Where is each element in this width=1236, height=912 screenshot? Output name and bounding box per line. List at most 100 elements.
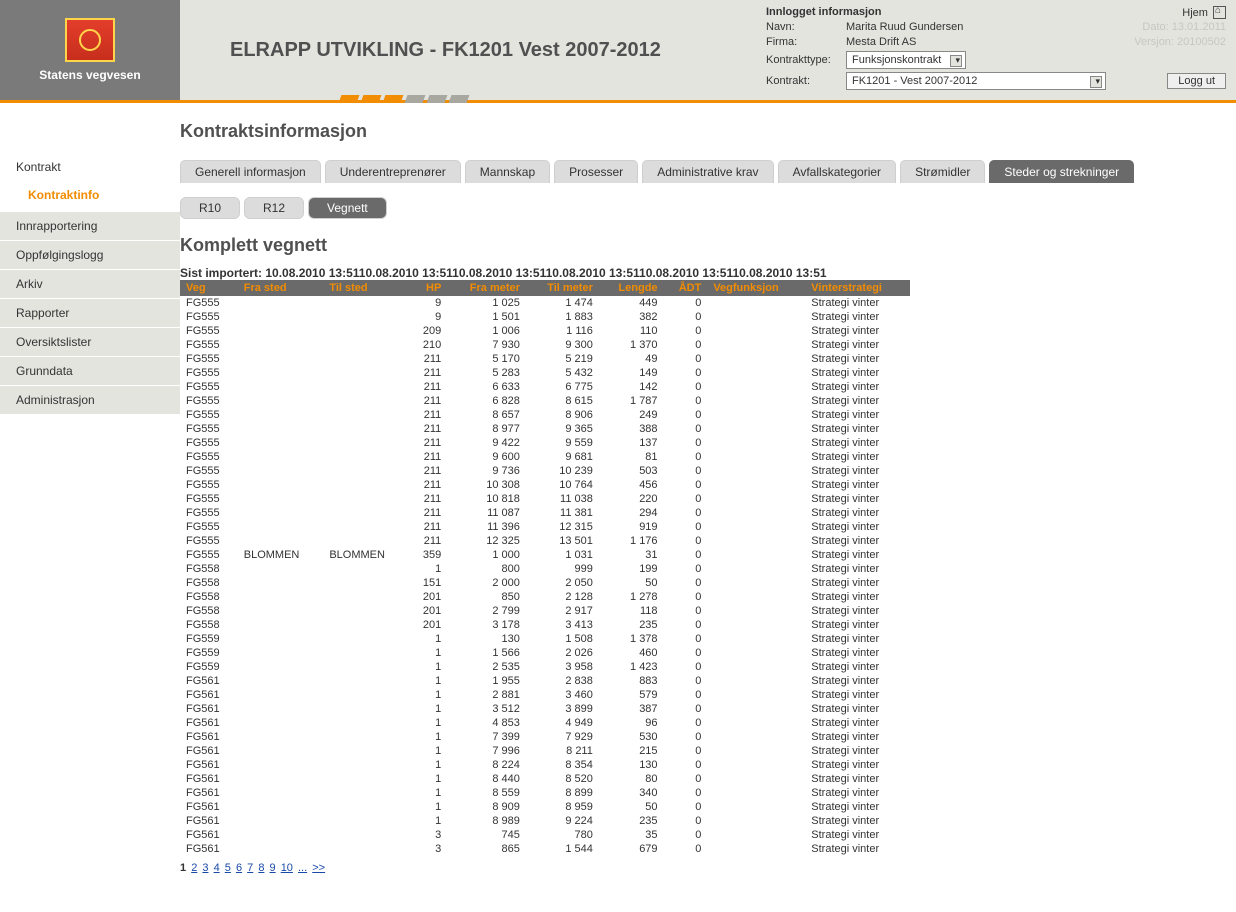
table-row: FG5552119 4229 5591370Strategi vinter (180, 436, 910, 450)
tab[interactable]: Underentreprenører (325, 160, 461, 183)
label-contract: Kontrakt: (766, 75, 846, 87)
column-header: Fra sted (238, 280, 324, 296)
pager-page[interactable]: 8 (258, 862, 264, 874)
table-row: FG56118 5598 8993400Strategi vinter (180, 786, 910, 800)
date-line: Dato: 13.01.2011 (1106, 21, 1226, 33)
pager-page[interactable]: 7 (247, 862, 253, 874)
home-icon (1213, 6, 1226, 19)
table-row: FG5552119 6009 681810Strategi vinter (180, 450, 910, 464)
table-row: FG56114 8534 949960Strategi vinter (180, 716, 910, 730)
tab[interactable]: Administrative krav (642, 160, 773, 183)
sidebar-item[interactable]: Rapporter (0, 299, 180, 327)
table-row: FG56111 9552 8388830Strategi vinter (180, 674, 910, 688)
table-row: FG56117 3997 9295300Strategi vinter (180, 730, 910, 744)
tab[interactable]: Strømidler (900, 160, 985, 183)
column-header: Vegfunksjon (707, 280, 805, 296)
label-name: Navn: (766, 21, 846, 33)
table-row: FG5581512 0002 050500Strategi vinter (180, 576, 910, 590)
sidebar-subitem[interactable]: Kontraktinfo (0, 182, 180, 212)
label-contract-type: Kontrakttype: (766, 54, 846, 66)
pager-page[interactable]: 5 (225, 862, 231, 874)
tab[interactable]: Generell informasjon (180, 160, 321, 183)
import-line: Sist importert: 10.08.2010 13:5110.08.20… (180, 266, 1226, 280)
tab[interactable]: R12 (244, 197, 304, 219)
table-row: FG55521111 08711 3812940Strategi vinter (180, 506, 910, 520)
tab[interactable]: R10 (180, 197, 240, 219)
table-row: FG5552118 9779 3653880Strategi vinter (180, 422, 910, 436)
table-row: FG5552107 9309 3001 3700Strategi vinter (180, 338, 910, 352)
column-header: HP (409, 280, 447, 296)
table-row: FG5582018502 1281 2780Strategi vinter (180, 590, 910, 604)
table-row: FG5552119 73610 2395030Strategi vinter (180, 464, 910, 478)
table-row: FG56117 9968 2112150Strategi vinter (180, 744, 910, 758)
table-row: FG5552118 6578 9062490Strategi vinter (180, 408, 910, 422)
value-name: Marita Ruud Gundersen (846, 21, 1106, 33)
pager-next[interactable]: >> (312, 862, 325, 874)
info-heading: Innlogget informasjon (766, 6, 1226, 18)
table-row: FG55521111 39612 3159190Strategi vinter (180, 520, 910, 534)
pager-page[interactable]: 10 (281, 862, 293, 874)
column-header: ÅDT (664, 280, 708, 296)
vegnett-table: VegFra stedTil stedHPFra meterTil meterL… (180, 280, 910, 856)
home-link[interactable]: Hjem (1182, 6, 1226, 19)
sidebar-item[interactable]: Kontrakt (0, 153, 180, 181)
tab[interactable]: Steder og strekninger (989, 160, 1134, 183)
table-row: FG5613745780350Strategi vinter (180, 828, 910, 842)
pager-page[interactable]: 4 (214, 862, 220, 874)
pager-current: 1 (180, 862, 186, 874)
pager-page[interactable]: 3 (202, 862, 208, 874)
sidebar-item[interactable]: Innrapportering (0, 212, 180, 240)
tab[interactable]: Avfallskategorier (778, 160, 897, 183)
section-title: Kontraktsinformasjon (180, 121, 1226, 142)
pager-page[interactable]: 2 (191, 862, 197, 874)
table-row: FG5552116 8288 6151 7870Strategi vinter (180, 394, 910, 408)
tab[interactable]: Mannskap (465, 160, 550, 183)
logo-shield-icon (65, 18, 115, 62)
value-firm: Mesta Drift AS (846, 36, 1106, 48)
table-row: FG55521112 32513 5011 1760Strategi vinte… (180, 534, 910, 548)
sidebar-item[interactable]: Administrasjon (0, 386, 180, 414)
column-header: Til sted (323, 280, 409, 296)
sidebar-item[interactable]: Grunndata (0, 357, 180, 385)
table-row: FG55591 0251 4744490Strategi vinter (180, 296, 910, 310)
pager: 1 2 3 4 5 6 7 8 9 10 ... >> (180, 862, 1226, 874)
table-row: FG55912 5353 9581 4230Strategi vinter (180, 660, 910, 674)
brand: Statens vegvesen (0, 0, 180, 100)
table-row: FG56118 9098 959500Strategi vinter (180, 800, 910, 814)
pager-more[interactable]: ... (298, 862, 307, 874)
pager-page[interactable]: 6 (236, 862, 242, 874)
pager-page[interactable]: 9 (270, 862, 276, 874)
home-label: Hjem (1182, 7, 1208, 19)
table-row: FG55521110 81811 0382200Strategi vinter (180, 492, 910, 506)
tab[interactable]: Prosesser (554, 160, 638, 183)
header-stripes (340, 95, 468, 103)
table-row: FG55818009991990Strategi vinter (180, 562, 910, 576)
login-info: Hjem Innlogget informasjon Navn: Marita … (756, 0, 1236, 100)
sidebar-item[interactable]: Oppfølgingslogg (0, 241, 180, 269)
column-header: Vinterstrategi (805, 280, 910, 296)
tab[interactable]: Vegnett (308, 197, 387, 219)
page-title: ELRAPP UTVIKLING - FK1201 Vest 2007-2012 (230, 39, 661, 62)
subtab-row: R10R12Vegnett (180, 197, 1226, 219)
table-row: FG5582013 1783 4132350Strategi vinter (180, 618, 910, 632)
sidebar-item[interactable]: Oversiktslister (0, 328, 180, 356)
contract-type-select[interactable]: Funksjonskontrakt (846, 51, 966, 69)
table-row: FG5552115 2835 4321490Strategi vinter (180, 366, 910, 380)
column-header: Fra meter (447, 280, 526, 296)
header: Statens vegvesen ELRAPP UTVIKLING - FK12… (0, 0, 1236, 103)
table-row: FG5552091 0061 1161100Strategi vinter (180, 324, 910, 338)
content: Kontraktsinformasjon Generell informasjo… (180, 103, 1236, 894)
label-firm: Firma: (766, 36, 846, 48)
table-row: FG56118 9899 2242350Strategi vinter (180, 814, 910, 828)
version-line: Versjon: 20100502 (1106, 36, 1226, 48)
tab-row: Generell informasjonUnderentreprenørerMa… (180, 160, 1226, 183)
table-row: FG5582012 7992 9171180Strategi vinter (180, 604, 910, 618)
sidebar-item[interactable]: Arkiv (0, 270, 180, 298)
table-row: FG56112 8813 4605790Strategi vinter (180, 688, 910, 702)
table-row: FG56113 5123 8993870Strategi vinter (180, 702, 910, 716)
contract-select[interactable]: FK1201 - Vest 2007-2012 (846, 72, 1106, 90)
column-header: Veg (180, 280, 238, 296)
table-row: FG56118 2248 3541300Strategi vinter (180, 758, 910, 772)
sub-section-title: Komplett vegnett (180, 235, 1226, 256)
logout-button[interactable]: Logg ut (1167, 73, 1226, 89)
